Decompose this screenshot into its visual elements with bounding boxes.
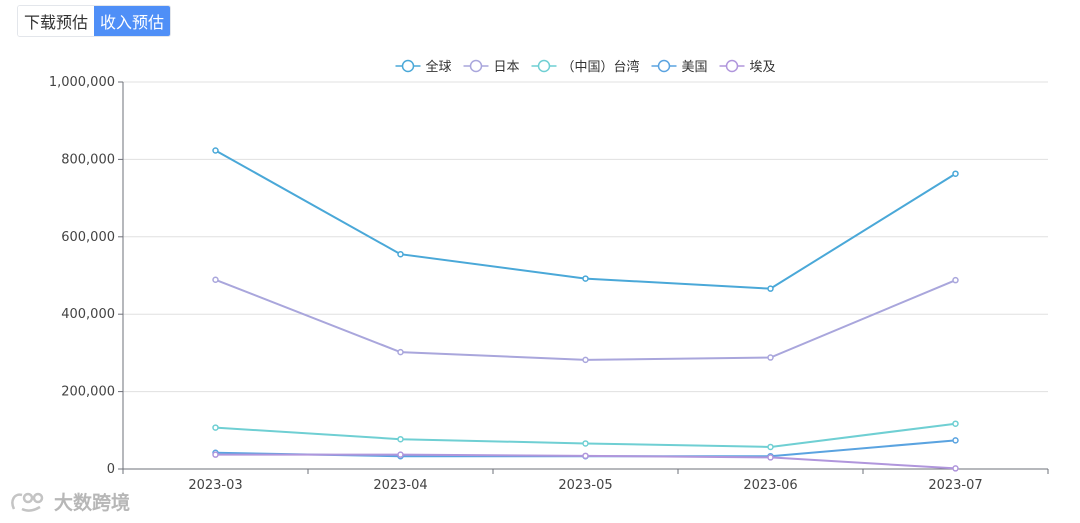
tab-download-estimate[interactable]: 下载预估 bbox=[18, 6, 95, 36]
data-point bbox=[582, 275, 589, 282]
tab-revenue-estimate[interactable]: 收入预估 bbox=[94, 6, 171, 36]
y-tick-label: 0 bbox=[107, 462, 115, 477]
series-line bbox=[215, 278, 956, 361]
legend-label: （中国）台湾 bbox=[561, 59, 639, 75]
data-point bbox=[397, 348, 404, 356]
data-point bbox=[397, 250, 404, 258]
data-point bbox=[767, 285, 774, 292]
y-tick-label: 400,000 bbox=[61, 307, 115, 322]
data-point bbox=[582, 452, 589, 460]
legend-marker bbox=[537, 59, 551, 73]
data-point bbox=[212, 276, 219, 284]
data-point bbox=[767, 454, 774, 461]
data-point bbox=[952, 420, 959, 427]
legend-marker bbox=[657, 59, 671, 73]
data-point bbox=[952, 437, 959, 444]
data-point bbox=[952, 276, 959, 284]
legend-marker bbox=[725, 59, 739, 73]
y-tick-label: 200,000 bbox=[61, 385, 115, 400]
data-point bbox=[397, 435, 404, 443]
estimate-tabs: 下载预估 收入预估 bbox=[17, 5, 172, 37]
x-tick-label: 2023-05 bbox=[558, 478, 612, 493]
data-point bbox=[397, 451, 404, 458]
legend-marker bbox=[469, 59, 483, 73]
data-point bbox=[767, 354, 774, 361]
legend-marker bbox=[401, 59, 415, 73]
x-tick-label: 2023-04 bbox=[373, 478, 427, 493]
data-point bbox=[212, 147, 219, 154]
data-point bbox=[952, 465, 959, 472]
watermark: 大数跨境 bbox=[8, 488, 130, 515]
data-point bbox=[952, 170, 959, 177]
x-tick-label: 2023-03 bbox=[188, 478, 242, 493]
x-tick-label: 2023-07 bbox=[928, 478, 982, 493]
legend-label: 日本 bbox=[493, 60, 519, 75]
series-line bbox=[215, 149, 957, 290]
y-tick-label: 800,000 bbox=[61, 152, 115, 167]
watermark-logo-icon bbox=[11, 492, 44, 512]
legend-label: 埃及 bbox=[750, 60, 776, 75]
watermark-text: 大数跨境 bbox=[54, 492, 131, 514]
data-point bbox=[212, 424, 219, 431]
legend-label: 美国 bbox=[682, 60, 708, 75]
data-point bbox=[582, 356, 589, 364]
y-tick-label: 600,000 bbox=[61, 230, 115, 245]
data-point bbox=[582, 440, 589, 447]
legend-label: 全球 bbox=[425, 59, 451, 75]
data-point bbox=[212, 451, 219, 458]
x-tick-label: 2023-06 bbox=[743, 478, 797, 493]
y-tick-label: 1,000,000 bbox=[49, 75, 115, 90]
data-point bbox=[767, 443, 774, 451]
